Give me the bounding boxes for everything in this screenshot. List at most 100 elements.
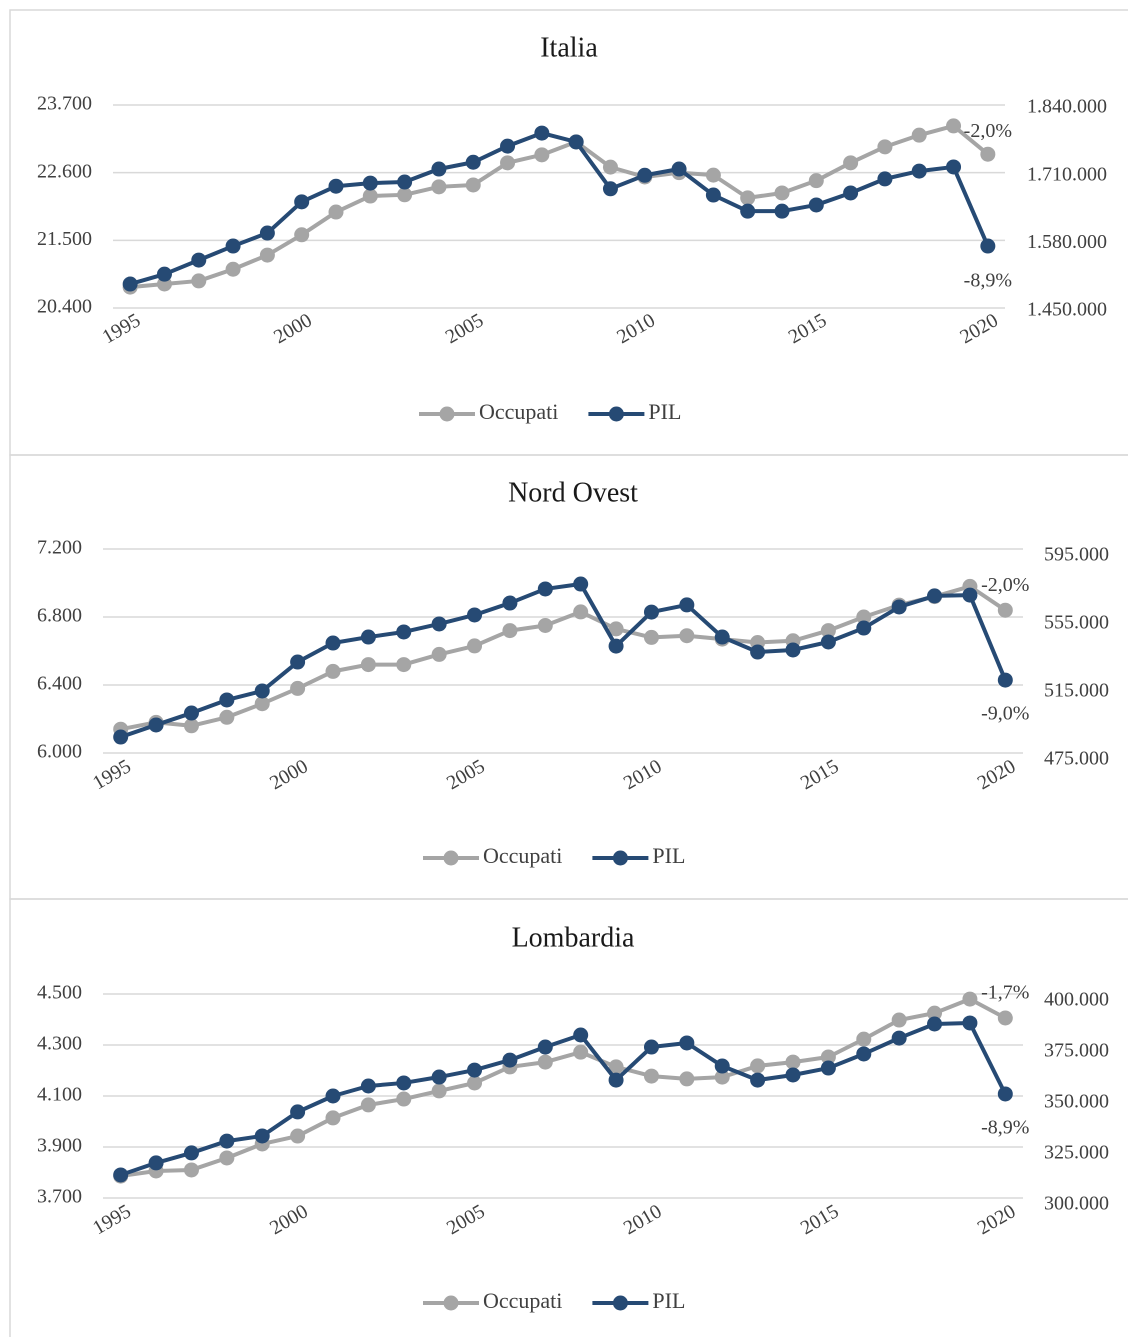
y2-tick-label: 1.580.000 — [1027, 231, 1107, 253]
data-point — [705, 167, 721, 183]
data-point — [637, 167, 653, 183]
data-point — [219, 1150, 235, 1166]
y-tick-label: 6.800 — [37, 605, 82, 627]
legend-marker — [439, 406, 455, 422]
data-point — [820, 623, 836, 639]
x-tick-label: 2020 — [956, 309, 1002, 348]
data-point — [750, 1072, 766, 1088]
y2-tick-label: 300.000 — [1044, 1193, 1109, 1215]
series-line — [120, 997, 1007, 1179]
data-point — [325, 635, 341, 651]
data-point — [946, 118, 962, 134]
data-point — [537, 581, 553, 597]
data-point — [254, 683, 270, 699]
data-point — [183, 1145, 199, 1161]
data-point — [714, 1058, 730, 1074]
data-point — [465, 177, 481, 193]
data-point — [856, 620, 872, 636]
data-point — [980, 146, 996, 162]
data-point — [679, 597, 695, 613]
y-tick-label: 6.400 — [37, 673, 82, 695]
data-point — [325, 663, 341, 679]
data-point — [259, 225, 275, 241]
data-point — [290, 1104, 306, 1120]
data-point — [608, 1059, 624, 1075]
data-point — [962, 991, 978, 1007]
data-point — [568, 134, 584, 150]
data-point — [750, 644, 766, 660]
data-point — [360, 629, 376, 645]
data-point — [537, 618, 553, 633]
chart-title: Lombardia — [512, 922, 635, 953]
legend-label: Occupati — [479, 399, 558, 424]
data-point — [254, 696, 270, 712]
data-point — [122, 276, 138, 292]
data-point — [856, 609, 872, 625]
legend-marker — [608, 406, 624, 422]
y-tick-label: 4.100 — [37, 1084, 82, 1106]
data-point — [946, 159, 962, 175]
y2-tick-label: 1.450.000 — [1027, 299, 1107, 321]
data-point — [820, 1060, 836, 1076]
x-tick-label: 2000 — [270, 309, 316, 348]
data-point — [191, 273, 207, 289]
data-point — [927, 1016, 943, 1032]
data-point — [294, 227, 310, 243]
data-point — [856, 1031, 872, 1047]
data-point — [643, 629, 659, 645]
data-point — [740, 203, 756, 219]
series-line — [120, 584, 1007, 732]
y2-tick-label: 515.000 — [1044, 680, 1109, 702]
x-tick-label: 2015 — [797, 755, 843, 794]
data-point — [431, 161, 447, 177]
data-point — [608, 621, 624, 637]
data-point — [537, 1054, 553, 1070]
legend-marker — [612, 1295, 628, 1311]
data-point — [431, 646, 447, 662]
chart-title: Nord Ovest — [508, 477, 638, 508]
data-point — [679, 1071, 695, 1087]
data-point — [785, 1054, 801, 1070]
data-point — [225, 238, 241, 254]
data-point — [148, 1155, 164, 1171]
x-tick-label: 1995 — [89, 755, 135, 794]
data-point — [705, 187, 721, 203]
series-line — [120, 582, 1008, 739]
y-tick-label: 3.900 — [37, 1135, 82, 1157]
y-tick-label: 3.700 — [37, 1186, 82, 1208]
data-point — [750, 1058, 766, 1074]
data-point — [156, 266, 172, 282]
data-point — [290, 680, 306, 696]
data-point — [537, 1039, 553, 1055]
data-point — [502, 623, 518, 639]
data-point — [534, 125, 550, 141]
data-point — [820, 1049, 836, 1065]
x-tick-label: 2010 — [620, 1200, 666, 1239]
data-point — [362, 188, 378, 204]
x-tick-label: 2000 — [266, 755, 312, 794]
x-tick-label: 2020 — [974, 1200, 1020, 1239]
data-point — [294, 194, 310, 210]
y2-tick-label: 595.000 — [1044, 544, 1109, 566]
y-tick-label: 23.700 — [37, 93, 92, 115]
data-point — [573, 576, 589, 592]
data-point — [290, 1128, 306, 1144]
y2-tick-label: 555.000 — [1044, 612, 1109, 634]
data-point — [113, 729, 129, 745]
data-point — [997, 1010, 1013, 1026]
x-tick-label: 2010 — [620, 755, 666, 794]
data-point — [997, 672, 1013, 688]
x-tick-label: 2015 — [797, 1200, 843, 1239]
data-point — [891, 599, 907, 615]
data-point — [927, 1005, 943, 1021]
data-point — [785, 1067, 801, 1083]
data-point — [396, 1091, 412, 1107]
data-point — [328, 204, 344, 220]
annotation: -2,0% — [981, 574, 1029, 596]
data-point — [397, 174, 413, 190]
x-tick-label: 1995 — [89, 1200, 135, 1239]
data-point — [500, 155, 516, 171]
data-point — [254, 1128, 270, 1144]
